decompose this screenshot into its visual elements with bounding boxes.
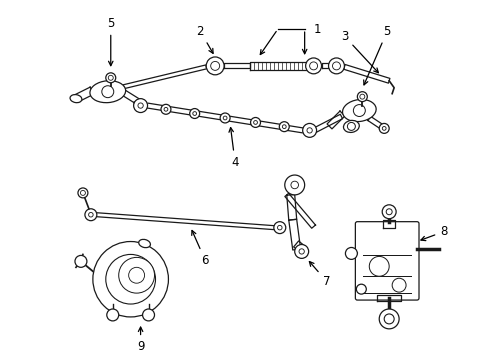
Text: 8: 8	[420, 225, 447, 240]
Polygon shape	[288, 219, 300, 250]
Circle shape	[88, 212, 93, 217]
Polygon shape	[367, 116, 385, 130]
Text: 9: 9	[137, 327, 144, 353]
Circle shape	[284, 175, 304, 195]
Circle shape	[384, 314, 393, 324]
Circle shape	[382, 126, 386, 130]
Circle shape	[379, 123, 388, 133]
Circle shape	[273, 222, 285, 234]
Polygon shape	[249, 62, 309, 70]
Circle shape	[382, 205, 395, 219]
Circle shape	[138, 103, 143, 108]
Circle shape	[309, 62, 317, 70]
Text: 7: 7	[309, 261, 329, 288]
Circle shape	[386, 209, 391, 215]
Circle shape	[161, 104, 171, 114]
Circle shape	[220, 113, 230, 123]
Circle shape	[189, 109, 199, 118]
Circle shape	[279, 122, 289, 132]
Circle shape	[106, 309, 119, 321]
Circle shape	[93, 242, 168, 317]
Circle shape	[119, 257, 154, 293]
Circle shape	[250, 117, 260, 127]
Polygon shape	[133, 100, 140, 107]
Circle shape	[105, 255, 155, 304]
Circle shape	[356, 284, 366, 294]
Polygon shape	[224, 63, 249, 68]
Text: 6: 6	[191, 230, 208, 267]
Circle shape	[346, 122, 355, 130]
Circle shape	[305, 58, 321, 74]
Text: 5: 5	[107, 17, 114, 66]
Circle shape	[379, 309, 398, 329]
Circle shape	[391, 278, 405, 292]
Circle shape	[105, 73, 116, 83]
Polygon shape	[286, 194, 296, 220]
Circle shape	[223, 116, 226, 120]
Circle shape	[253, 121, 257, 124]
FancyBboxPatch shape	[355, 222, 418, 300]
Circle shape	[357, 92, 366, 102]
Circle shape	[306, 128, 312, 133]
Circle shape	[192, 112, 196, 116]
Ellipse shape	[139, 239, 150, 248]
Circle shape	[206, 57, 224, 75]
Circle shape	[164, 107, 167, 111]
Ellipse shape	[342, 99, 375, 122]
Circle shape	[294, 244, 308, 258]
Polygon shape	[376, 295, 400, 301]
Polygon shape	[285, 193, 315, 228]
Circle shape	[328, 58, 344, 74]
Polygon shape	[74, 87, 94, 102]
Circle shape	[102, 86, 114, 98]
Polygon shape	[321, 63, 336, 68]
Circle shape	[332, 62, 340, 70]
Circle shape	[277, 225, 282, 230]
Circle shape	[210, 62, 219, 70]
Circle shape	[80, 190, 85, 195]
Circle shape	[290, 181, 298, 189]
Circle shape	[85, 209, 97, 221]
Circle shape	[345, 247, 357, 260]
Circle shape	[75, 255, 87, 267]
Ellipse shape	[70, 95, 81, 103]
Ellipse shape	[90, 81, 125, 103]
Polygon shape	[383, 220, 394, 228]
Circle shape	[282, 125, 285, 129]
Circle shape	[78, 188, 88, 198]
Text: 1: 1	[313, 23, 321, 36]
Text: 2: 2	[196, 24, 213, 53]
Text: 5: 5	[363, 24, 390, 85]
Text: 3: 3	[340, 30, 378, 73]
Circle shape	[368, 256, 388, 276]
Polygon shape	[293, 241, 304, 252]
Circle shape	[128, 267, 144, 283]
Circle shape	[353, 105, 365, 117]
Text: 4: 4	[228, 127, 238, 168]
Polygon shape	[326, 111, 344, 129]
Polygon shape	[343, 64, 389, 83]
Polygon shape	[123, 65, 206, 89]
Circle shape	[108, 75, 113, 80]
Circle shape	[359, 94, 364, 99]
Polygon shape	[313, 114, 342, 132]
Circle shape	[302, 123, 316, 137]
Circle shape	[133, 99, 147, 113]
Circle shape	[142, 309, 154, 321]
Ellipse shape	[343, 120, 359, 132]
Circle shape	[299, 249, 304, 254]
Polygon shape	[122, 90, 141, 105]
